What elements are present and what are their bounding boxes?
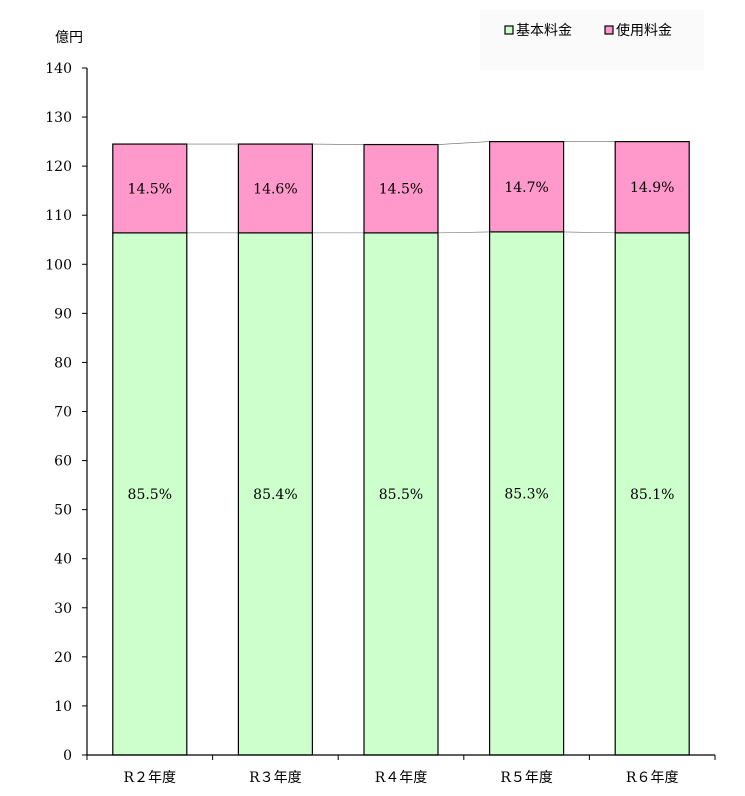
- x-tick-label: R２年度: [124, 770, 177, 786]
- legend-background: [480, 10, 704, 70]
- x-tick-label: R４年度: [375, 770, 428, 786]
- data-label: 14.5%: [128, 181, 172, 197]
- data-label: 14.6%: [253, 181, 297, 197]
- y-tick-label: 140: [45, 61, 72, 77]
- data-label: 14.7%: [504, 180, 548, 196]
- y-axis: 0 10 20 30 40 50 60 70 80 90 100 110 120 130 140: [45, 61, 88, 764]
- y-tick-label: 110: [45, 208, 72, 224]
- bar-segment-usage-fee: [489, 141, 565, 233]
- y-tick-label: 90: [54, 306, 72, 322]
- data-labels-layer: 85.5% 14.5% 85.4% 14.6% 85.5% 14.5% 85.3% 14.7%…: [128, 180, 675, 503]
- data-label: 85.1%: [630, 487, 674, 503]
- y-tick-label: 80: [54, 355, 72, 371]
- bar-segment-usage-fee: [614, 141, 690, 234]
- y-tick-label: 130: [45, 110, 72, 126]
- y-tick-label: 60: [54, 454, 72, 470]
- y-axis-unit-label: 億円: [55, 30, 83, 46]
- bar-segment-base-fee: [237, 232, 313, 756]
- x-tick-label: R６年度: [626, 770, 679, 786]
- y-tick-label: 120: [45, 159, 72, 175]
- legend-label: 基本料金: [516, 22, 572, 39]
- y-tick-label: 50: [54, 503, 72, 519]
- legend: 基本料金 使用料金: [480, 10, 704, 70]
- connector-line: [437, 141, 490, 145]
- x-tick-label: R３年度: [249, 770, 302, 786]
- data-label: 14.5%: [379, 182, 423, 198]
- legend-swatch: [504, 25, 514, 35]
- bar-segment-base-fee: [363, 232, 439, 756]
- legend-label: 使用料金: [616, 22, 672, 39]
- bar-segment-usage-fee: [237, 143, 313, 234]
- y-tick-label: 70: [54, 405, 72, 421]
- y-tick-label: 40: [54, 552, 72, 568]
- y-tick-label: 20: [54, 650, 72, 666]
- bar-segment-usage-fee: [112, 143, 188, 234]
- y-tick-label: 30: [54, 601, 72, 617]
- connector-line: [437, 231, 490, 234]
- bar-segment-base-fee: [112, 232, 188, 756]
- bars-layer: [112, 141, 690, 756]
- x-axis: R２年度 R３年度 R４年度 R５年度 R６年度: [86, 754, 716, 786]
- x-tick-label: R５年度: [500, 770, 553, 786]
- data-label: 85.5%: [379, 487, 423, 503]
- connector-line: [563, 231, 616, 234]
- y-tick-label: 10: [54, 699, 72, 715]
- bar-segment-usage-fee: [363, 143, 439, 234]
- y-tick-label: 100: [45, 257, 72, 273]
- y-tick-label: 0: [63, 748, 72, 764]
- data-label: 85.4%: [253, 487, 297, 503]
- data-label: 14.9%: [630, 180, 674, 196]
- data-label: 85.3%: [504, 486, 548, 502]
- series-connector-lines: [186, 141, 616, 234]
- legend-swatch: [604, 25, 614, 35]
- data-label: 85.5%: [128, 487, 172, 503]
